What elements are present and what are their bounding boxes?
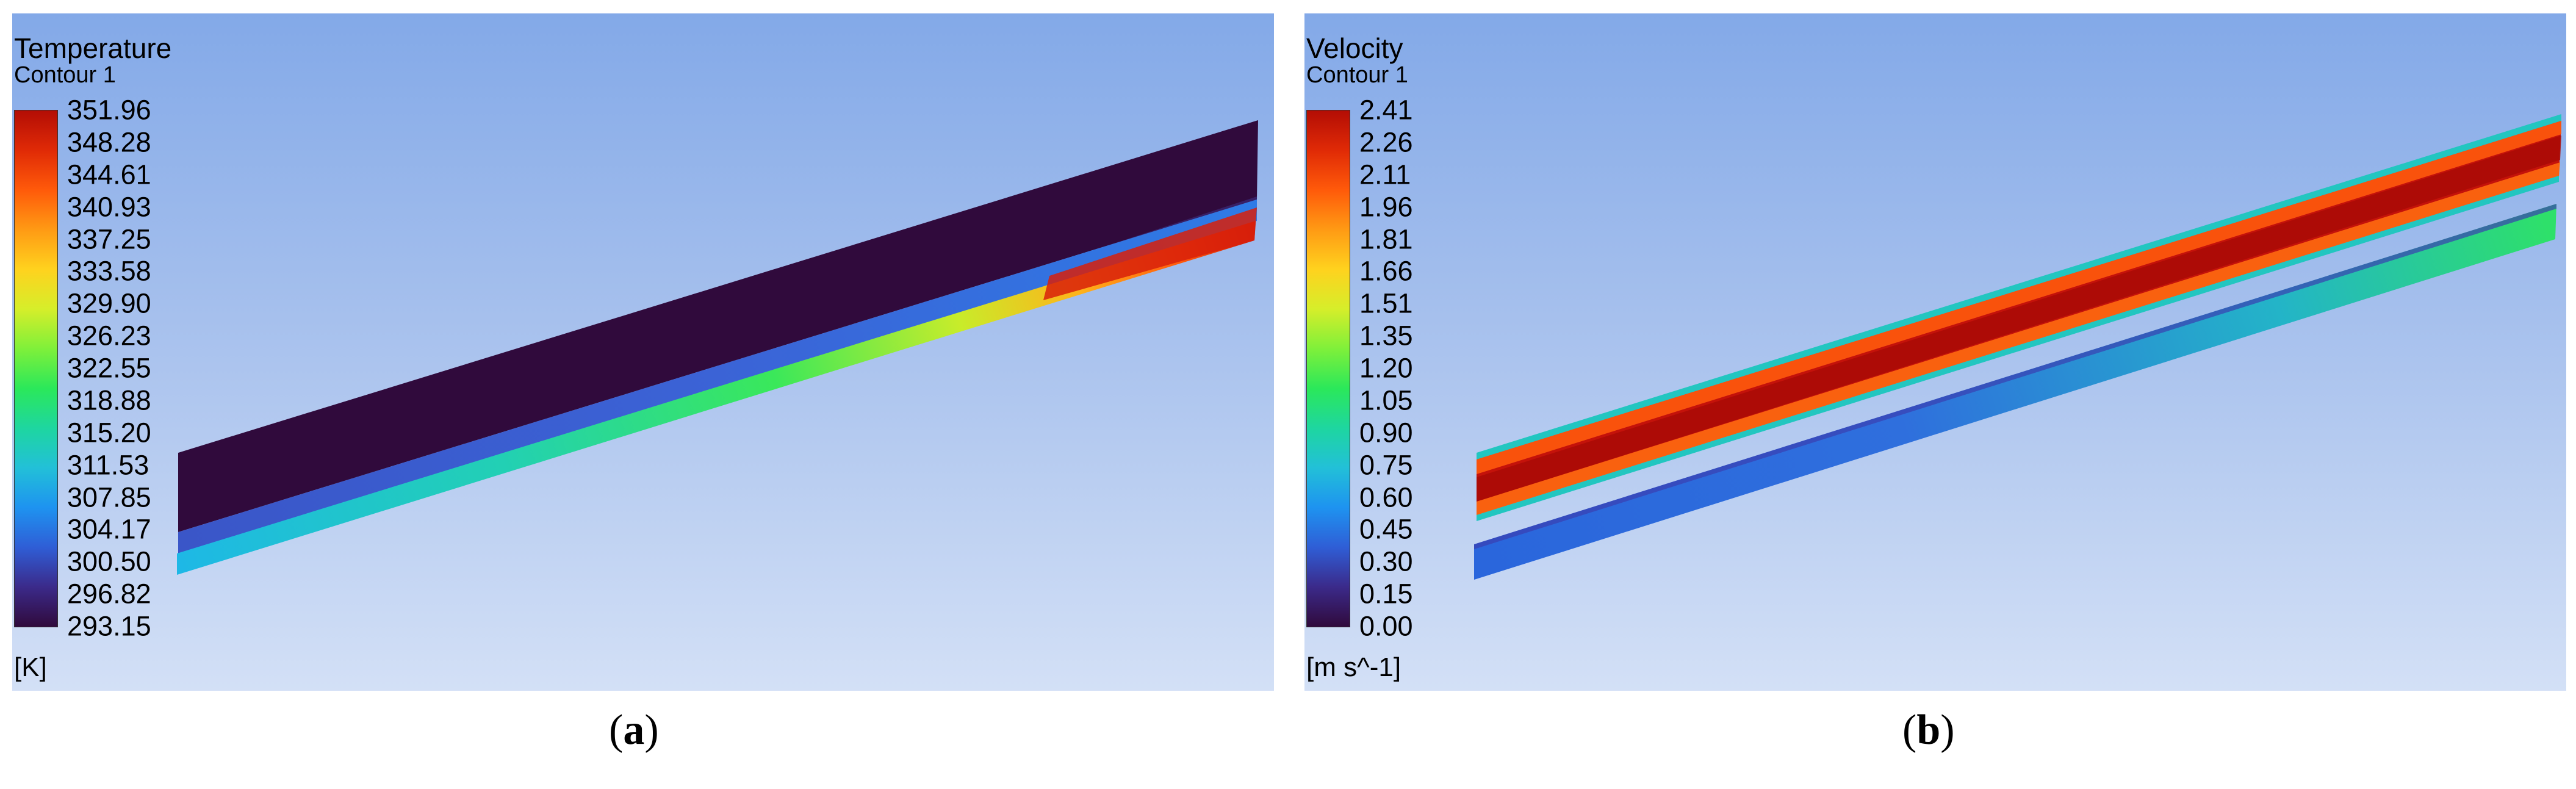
scale-tick: 0.75 [1359, 449, 1413, 481]
scale-tick: 344.61 [67, 159, 151, 190]
scale-tick: 0.15 [1359, 578, 1413, 610]
upper-channel-core [1477, 135, 2561, 502]
velocity-geometry [1474, 114, 2561, 580]
caption-letter: b [1916, 707, 1941, 754]
temperature-color-scale [14, 110, 58, 627]
scale-tick: 322.55 [67, 352, 151, 384]
scale-tick: 1.35 [1359, 320, 1413, 351]
scale-tick: 329.90 [67, 287, 151, 319]
lower-channel-top-edge [1474, 204, 2556, 549]
caption-letter: a [623, 707, 645, 754]
scale-tick: 293.15 [67, 610, 151, 642]
scale-tick: 296.82 [67, 578, 151, 610]
scale-tick: 300.50 [67, 546, 151, 577]
upper-channel-lower-shear [1477, 162, 2560, 515]
scale-tick: 2.11 [1359, 159, 1411, 190]
scale-tick: 1.96 [1359, 191, 1413, 223]
scale-tick: 304.17 [67, 513, 151, 545]
scale-tick: 326.23 [67, 320, 151, 351]
temperature-scale-ticks: 351.96 348.28 344.61 340.93 337.25 333.5… [67, 96, 201, 640]
panel-subtitle: Contour 1 [14, 62, 116, 88]
middle-wall-region [178, 200, 1257, 553]
caption-a: (a) [609, 709, 659, 752]
scale-tick: 0.00 [1359, 610, 1413, 642]
scale-tick: 2.41 [1359, 94, 1413, 126]
scale-tick: 318.88 [67, 384, 151, 416]
caption-paren-close: ) [1940, 707, 1955, 754]
scale-tick: 2.26 [1359, 126, 1413, 158]
scale-tick: 311.53 [67, 449, 149, 481]
caption-paren-close: ) [644, 707, 659, 754]
scale-tick: 307.85 [67, 481, 151, 513]
upper-channel-upper-shear [1477, 121, 2561, 474]
scale-tick: 315.20 [67, 417, 151, 449]
caption-paren-open: ( [1902, 707, 1917, 754]
lower-channel-region [1474, 204, 2556, 580]
scale-tick: 340.93 [67, 191, 151, 223]
velocity-scale-ticks: 2.41 2.26 2.11 1.96 1.81 1.66 1.51 1.35 … [1359, 96, 1494, 640]
temperature-geometry [177, 120, 1258, 575]
scale-tick: 0.60 [1359, 481, 1413, 513]
unit-label: [K] [14, 652, 47, 682]
upper-channel-top-edge [1477, 114, 2561, 459]
upper-channel-bottom-edge [1477, 176, 2559, 521]
lower-fluid-region [177, 221, 1256, 575]
scale-tick: 1.20 [1359, 352, 1413, 384]
caption-b: (b) [1902, 709, 1955, 752]
unit-label: [m s^-1] [1306, 652, 1401, 682]
scale-tick: 337.25 [67, 223, 151, 254]
scale-tick: 0.30 [1359, 546, 1413, 577]
caption-paren-open: ( [609, 707, 624, 754]
panel-title: Velocity [1306, 32, 1403, 64]
scale-tick: 0.90 [1359, 417, 1413, 449]
panel-title: Temperature [14, 32, 172, 64]
scale-tick: 1.66 [1359, 255, 1413, 287]
scale-tick: 351.96 [67, 94, 151, 126]
hot-region [1043, 207, 1257, 300]
scale-tick: 1.81 [1359, 223, 1413, 254]
velocity-color-scale [1306, 110, 1350, 627]
scale-tick: 348.28 [67, 126, 151, 158]
scale-tick: 0.45 [1359, 513, 1413, 545]
panel-subtitle: Contour 1 [1306, 62, 1408, 88]
scale-tick: 1.51 [1359, 287, 1413, 319]
scale-tick: 1.05 [1359, 384, 1413, 416]
temperature-contour-panel: Temperature Contour 1 351.96 348.28 344.… [12, 13, 1274, 691]
upper-fluid-region [178, 120, 1258, 532]
scale-tick: 333.58 [67, 255, 151, 287]
velocity-contour-panel: Velocity Contour 1 2.41 2.26 2.11 1.96 1… [1304, 13, 2566, 691]
